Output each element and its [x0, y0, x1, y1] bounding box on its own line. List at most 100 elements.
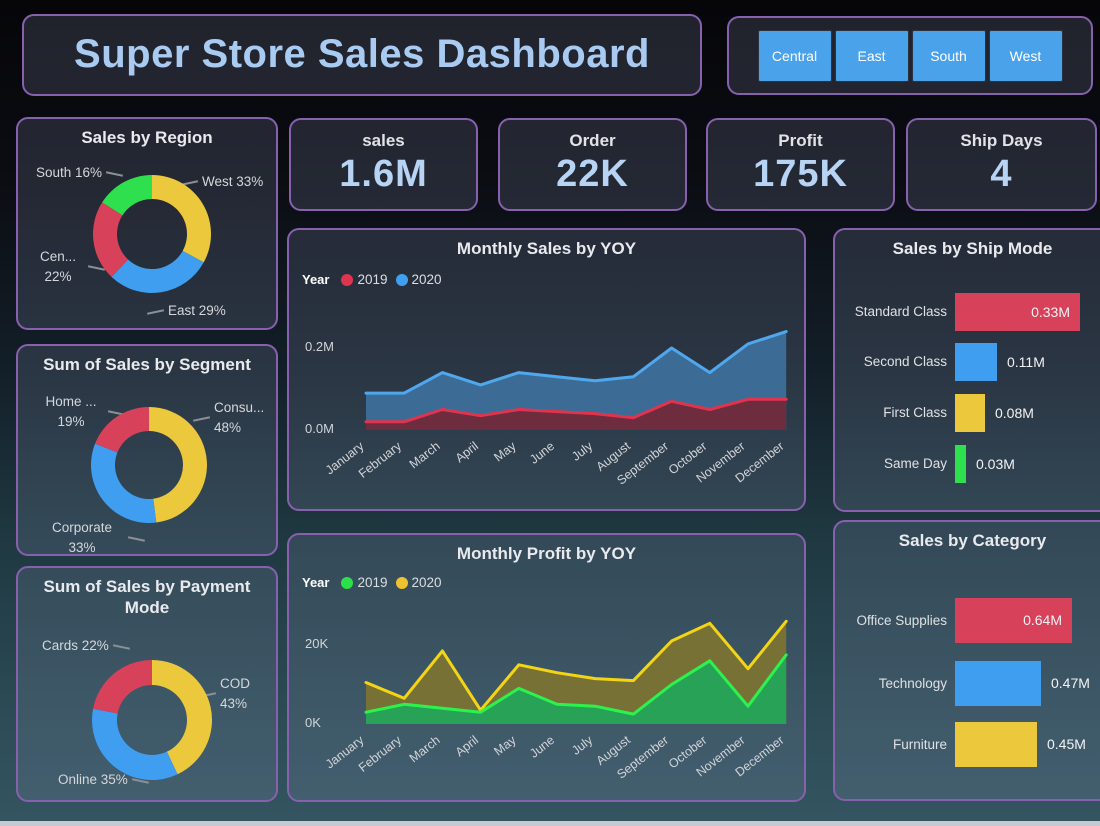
- sales-by-ship-mode-label-same-day: Same Day: [883, 456, 947, 471]
- region-button-south[interactable]: South: [911, 29, 986, 82]
- monthly-profit-yoy-line-2019[interactable]: [364, 653, 788, 716]
- donut-callout-east: East 29%: [168, 301, 226, 321]
- chart-title: Monthly Sales by YOY: [456, 239, 637, 258]
- sales-by-category-bar-technology[interactable]: [955, 661, 1041, 706]
- chart-title: Sum of Sales by Segment: [43, 355, 251, 374]
- donut-callout-west: West 33%: [202, 172, 263, 192]
- sales-by-category-label-technology: Technology: [878, 676, 947, 691]
- kpi-label: sales: [362, 131, 405, 150]
- page-title: Super Store Sales Dashboard: [74, 32, 650, 76]
- horizontal-scrollbar[interactable]: [0, 821, 1100, 826]
- chart-title: Sales by Ship Mode: [892, 239, 1053, 258]
- sales-by-category-bar-office-supplies[interactable]: [955, 598, 1072, 643]
- monthly-profit-yoy-plot: [364, 619, 788, 724]
- sales-by-segment-slice-home-office[interactable]: [95, 407, 149, 453]
- sales-by-payment-mode-slice-cards[interactable]: [93, 660, 152, 714]
- donut-callout-home-office: Home ... 19%: [38, 392, 104, 431]
- sales-by-ship-mode-value: 0.08M: [995, 405, 1034, 421]
- monthly-profit-yoy-ytick-0K: 0K: [305, 715, 321, 730]
- title-panel: Super Store Sales Dashboard: [22, 14, 702, 96]
- kpi-card-order: Order 22K: [498, 118, 687, 211]
- sales-by-category-label-furniture: Furniture: [892, 737, 947, 752]
- monthly-sales-yoy-legend-item-2020[interactable]: 2020: [395, 272, 442, 287]
- legend-dot: [341, 273, 354, 286]
- monthly-profit-yoy-legend-title: Year: [302, 575, 330, 590]
- sales-by-segment-panel: Sum of Sales by Segment Home ... 19% Cons…: [16, 344, 278, 556]
- monthly-sales-yoy-line-2019[interactable]: [364, 397, 788, 424]
- monthly-sales-yoy-area-2019[interactable]: [366, 399, 787, 430]
- sales-by-ship-mode-bar-standard-class[interactable]: [955, 293, 1080, 331]
- sales-by-region-slice-south[interactable]: [102, 175, 152, 216]
- sales-by-category-panel: Sales by Category Office Supplies 0.64M Te…: [833, 520, 1100, 801]
- chart-title: Sales by Category: [898, 531, 1047, 550]
- legend-dot: [395, 576, 408, 589]
- donut-callout-cod: COD 43%: [220, 674, 250, 713]
- sales-by-payment-mode-slice-online[interactable]: [91, 708, 178, 781]
- region-button-east[interactable]: East: [834, 29, 909, 82]
- kpi-card-sales: sales 1.6M: [289, 118, 478, 211]
- monthly-sales-yoy-plot: [364, 330, 788, 430]
- legend-dot: [341, 576, 354, 589]
- sales-by-ship-mode-label-first-class: First Class: [883, 405, 947, 420]
- sales-by-ship-mode-value: 0.11M: [1007, 354, 1045, 370]
- sales-by-ship-mode-value: 0.03M: [976, 456, 1015, 472]
- monthly-profit-yoy-line-2020[interactable]: [364, 619, 788, 712]
- sales-by-ship-mode-label-second-class: Second Class: [863, 354, 947, 369]
- monthly-sales-yoy-panel: Monthly Sales by YOY 0.0M 0.2M January Febr…: [287, 228, 806, 511]
- donut-callout-central: Cen... 22%: [32, 247, 84, 286]
- sales-by-category-value: 0.47M: [1051, 675, 1090, 691]
- sales-by-segment-slice-corporate[interactable]: [90, 443, 157, 523]
- sales-by-payment-mode-slice-cod[interactable]: [152, 660, 213, 775]
- chart-title: Monthly Profit by YOY: [456, 544, 637, 563]
- donut-callout-online: Online 35%: [58, 770, 128, 790]
- kpi-value: 22K: [556, 153, 629, 195]
- sales-by-payment-mode-donut: [91, 660, 213, 781]
- sales-by-ship-mode-bar-second-class[interactable]: [955, 343, 997, 381]
- region-button-west[interactable]: West: [988, 29, 1063, 82]
- sales-by-category-value: 0.45M: [1047, 736, 1086, 752]
- sales-by-category-bar-furniture[interactable]: [955, 722, 1037, 767]
- sales-by-region-slice-east[interactable]: [111, 250, 204, 293]
- chart-title: Sum of Sales by Payment Mode: [43, 577, 251, 618]
- sales-by-region-slice-west[interactable]: [152, 175, 211, 263]
- kpi-label: Profit: [778, 131, 823, 150]
- kpi-label: Order: [569, 131, 616, 150]
- monthly-sales-yoy-line-2020[interactable]: [364, 330, 788, 395]
- kpi-label: Ship Days: [960, 131, 1043, 150]
- monthly-profit-yoy-legend: Year 2019 2020: [302, 575, 442, 590]
- sales-by-region-slice-central[interactable]: [92, 202, 129, 278]
- monthly-profit-yoy-area-2019[interactable]: [366, 654, 787, 724]
- legend-dot: [395, 273, 408, 286]
- donut-callout-corporate: Corporate 33%: [40, 518, 124, 557]
- sales-by-ship-mode-value: 0.33M: [1031, 304, 1070, 320]
- kpi-value: 4: [990, 153, 1013, 195]
- donut-callout-south: South 16%: [36, 163, 102, 183]
- sales-by-segment-slice-consumer[interactable]: [149, 407, 207, 523]
- monthly-profit-yoy-ytick-20K: 20K: [305, 636, 329, 651]
- sales-by-category-label-office-supplies: Office Supplies: [856, 613, 947, 628]
- kpi-card-profit: Profit 175K: [706, 118, 895, 211]
- sales-by-payment-mode-panel: Sum of Sales by Payment Mode Cards 22% C…: [16, 566, 278, 802]
- region-slicer-panel: Central East South West: [727, 16, 1093, 95]
- sales-by-ship-mode-panel: Sales by Ship Mode Standard Class 0.33M Se…: [833, 228, 1100, 512]
- monthly-sales-yoy-legend-item-2019[interactable]: 2019: [341, 272, 388, 287]
- monthly-profit-yoy-legend-item-2020[interactable]: 2020: [395, 575, 442, 590]
- monthly-sales-yoy-ytick-0.2M: 0.2M: [305, 339, 334, 354]
- kpi-value: 175K: [753, 153, 848, 195]
- kpi-card-ship-days: Ship Days 4: [906, 118, 1097, 211]
- monthly-profit-yoy-legend-item-2019[interactable]: 2019: [341, 575, 388, 590]
- sales-by-ship-mode-bar-first-class[interactable]: [955, 394, 985, 432]
- sales-by-segment-donut: [90, 407, 207, 523]
- region-button-central[interactable]: Central: [757, 29, 832, 82]
- sales-by-ship-mode-bar-same-day[interactable]: [955, 445, 966, 483]
- donut-callout-consumer: Consu... 48%: [214, 398, 264, 437]
- chart-title: Sales by Region: [81, 128, 213, 147]
- sales-by-category-value: 0.64M: [1023, 612, 1062, 628]
- sales-by-region-donut: [92, 175, 211, 293]
- donut-callout-cards: Cards 22%: [42, 636, 109, 656]
- monthly-sales-yoy-legend: Year 2019 2020: [302, 272, 442, 287]
- monthly-sales-yoy-ytick-0.0M: 0.0M: [305, 421, 334, 436]
- kpi-value: 1.6M: [339, 153, 428, 195]
- monthly-sales-yoy-legend-title: Year: [302, 272, 330, 287]
